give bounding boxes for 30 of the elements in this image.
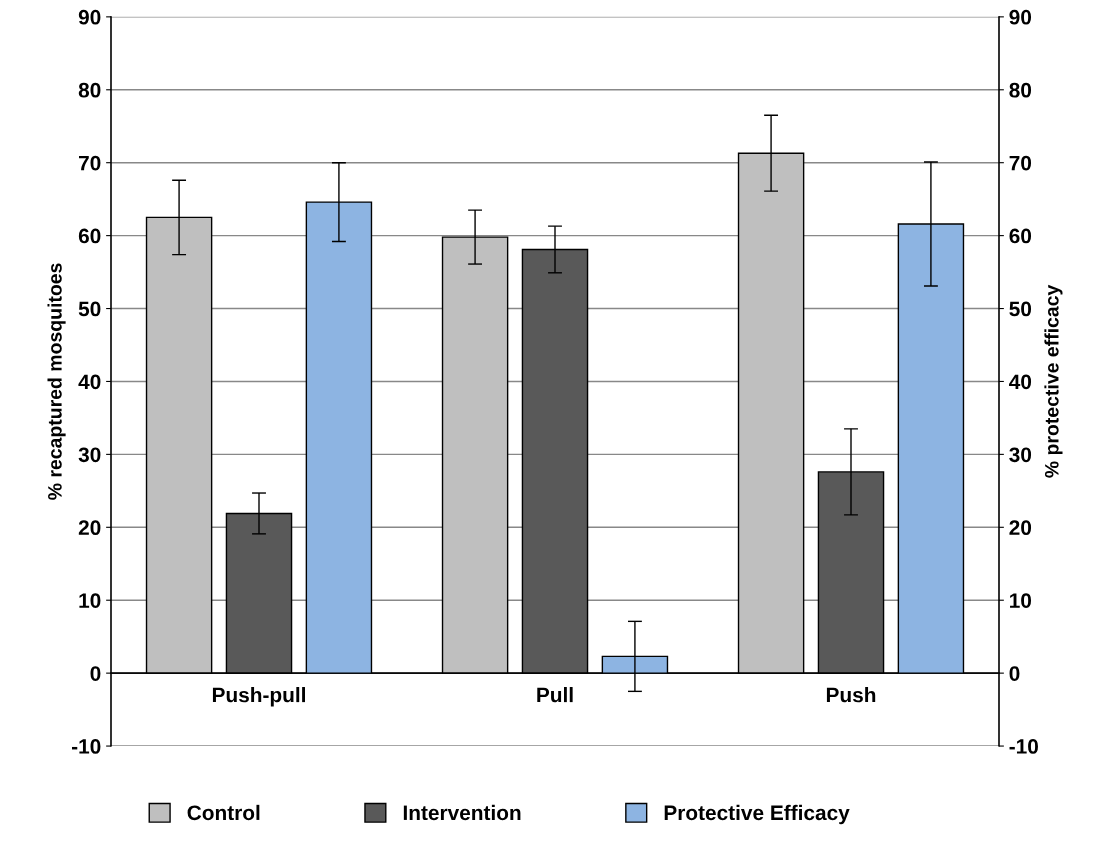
legend-label: Control — [187, 804, 260, 821]
y-tick-label: 20 — [78, 520, 101, 536]
y2-tick-label: 60 — [1009, 228, 1032, 244]
x-tick-label: Push-pull — [212, 687, 305, 707]
y2-tick-label: 20 — [1009, 520, 1032, 536]
y2-tick-label: 90 — [1009, 9, 1032, 25]
y-tick-label: 70 — [79, 155, 101, 171]
y-tick-label: -10 — [71, 739, 101, 754]
y-tick-label: 50 — [78, 301, 101, 317]
y2-tick-label: -10 — [1009, 739, 1038, 754]
legend-label: Protective Efficacy — [664, 804, 850, 825]
y2-tick-label: 0 — [1009, 666, 1020, 681]
legend-label: Intervention — [403, 804, 521, 821]
y-tick-label: 80 — [78, 82, 101, 98]
y-tick-label: 60 — [78, 228, 101, 244]
y2-tick-label: 30 — [1009, 447, 1032, 463]
y2-tick-label: 10 — [1010, 593, 1032, 608]
y-tick-label: 10 — [79, 593, 101, 608]
x-tick-label: Pull — [537, 687, 573, 703]
y-tick-label: 40 — [78, 374, 101, 390]
y-axis-title: % recaptured mosquitoes — [47, 263, 66, 500]
y-tick-label: 30 — [78, 447, 101, 463]
y2-tick-label: 50 — [1009, 301, 1032, 317]
y2-tick-label: 70 — [1009, 155, 1032, 171]
y2-tick-label: 40 — [1009, 374, 1032, 390]
x-tick-label: Push — [826, 687, 876, 703]
y2-tick-label: 80 — [1009, 82, 1032, 98]
y2-axis-title: % protective efficacy — [1044, 284, 1063, 478]
y-tick-label: 90 — [78, 9, 101, 25]
y-tick-label: 0 — [90, 666, 101, 681]
